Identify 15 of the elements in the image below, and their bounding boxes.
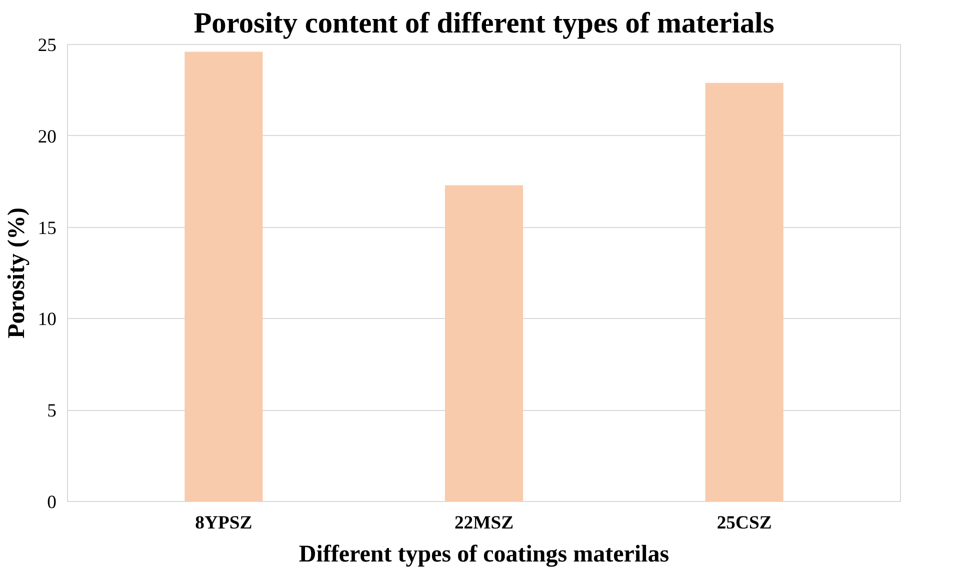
y-tick-label: 5 xyxy=(47,400,56,422)
x-tick-label: 22MSZ xyxy=(454,512,514,534)
bar xyxy=(444,185,524,502)
chart-title: Porosity content of different types of materials xyxy=(194,8,774,40)
x-tick-label: 25CSZ xyxy=(716,512,772,534)
y-tick-label: 20 xyxy=(38,126,56,148)
y-tick-label: 0 xyxy=(47,492,56,513)
bar xyxy=(184,52,263,502)
y-tick-label: 25 xyxy=(38,35,56,56)
x-tick-label: 8YPSZ xyxy=(195,512,252,534)
y-tick-label: 10 xyxy=(38,309,56,330)
bar xyxy=(705,82,784,502)
y-tick-label: 15 xyxy=(38,218,56,239)
x-axis-title: Different types of coatings materilas xyxy=(298,542,670,568)
y-axis-title: Porosity (%) xyxy=(4,208,30,338)
